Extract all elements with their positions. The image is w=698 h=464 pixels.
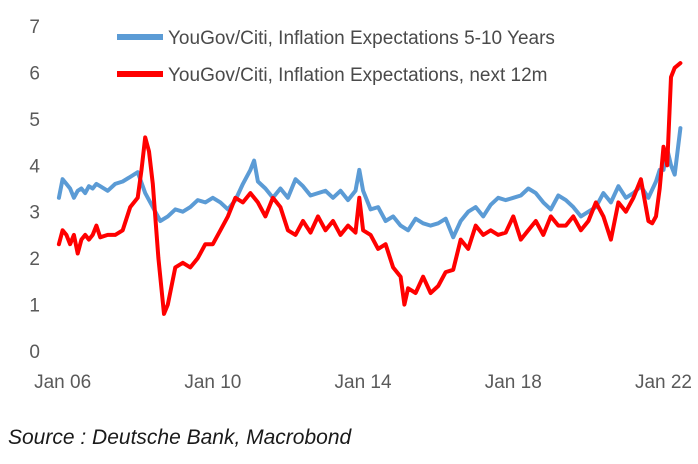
y-tick-label: 2 bbox=[29, 249, 40, 270]
y-axis: 0 1 2 3 4 5 6 7 bbox=[29, 17, 40, 363]
x-tick-label: Jan 10 bbox=[184, 372, 241, 393]
y-tick-label: 6 bbox=[29, 63, 40, 84]
x-axis: Jan 06 Jan 10 Jan 14 Jan 18 Jan 22 bbox=[34, 372, 692, 393]
y-tick-label: 5 bbox=[29, 110, 40, 131]
legend: YouGov/Citi, Inflation Expectations 5-10… bbox=[117, 28, 555, 86]
series-lines bbox=[56, 61, 683, 316]
y-tick-label: 0 bbox=[29, 342, 40, 363]
x-tick-label: Jan 06 bbox=[34, 372, 91, 393]
legend-label-1: YouGov/Citi, Inflation Expectations 5-10… bbox=[168, 28, 555, 49]
x-tick-label: Jan 14 bbox=[335, 372, 392, 393]
legend-label-2: YouGov/Citi, Inflation Expectations, nex… bbox=[168, 65, 548, 86]
y-tick-label: 4 bbox=[29, 156, 40, 177]
series-line-2 bbox=[56, 61, 683, 316]
x-tick-label: Jan 22 bbox=[635, 372, 692, 393]
x-tick-label: Jan 18 bbox=[485, 372, 542, 393]
y-tick-label: 3 bbox=[29, 203, 40, 224]
source-note: Source : Deutsche Bank, Macrobond bbox=[8, 426, 352, 449]
y-tick-label: 1 bbox=[29, 296, 40, 317]
series-line-1 bbox=[56, 126, 683, 240]
y-tick-label: 7 bbox=[29, 17, 40, 38]
